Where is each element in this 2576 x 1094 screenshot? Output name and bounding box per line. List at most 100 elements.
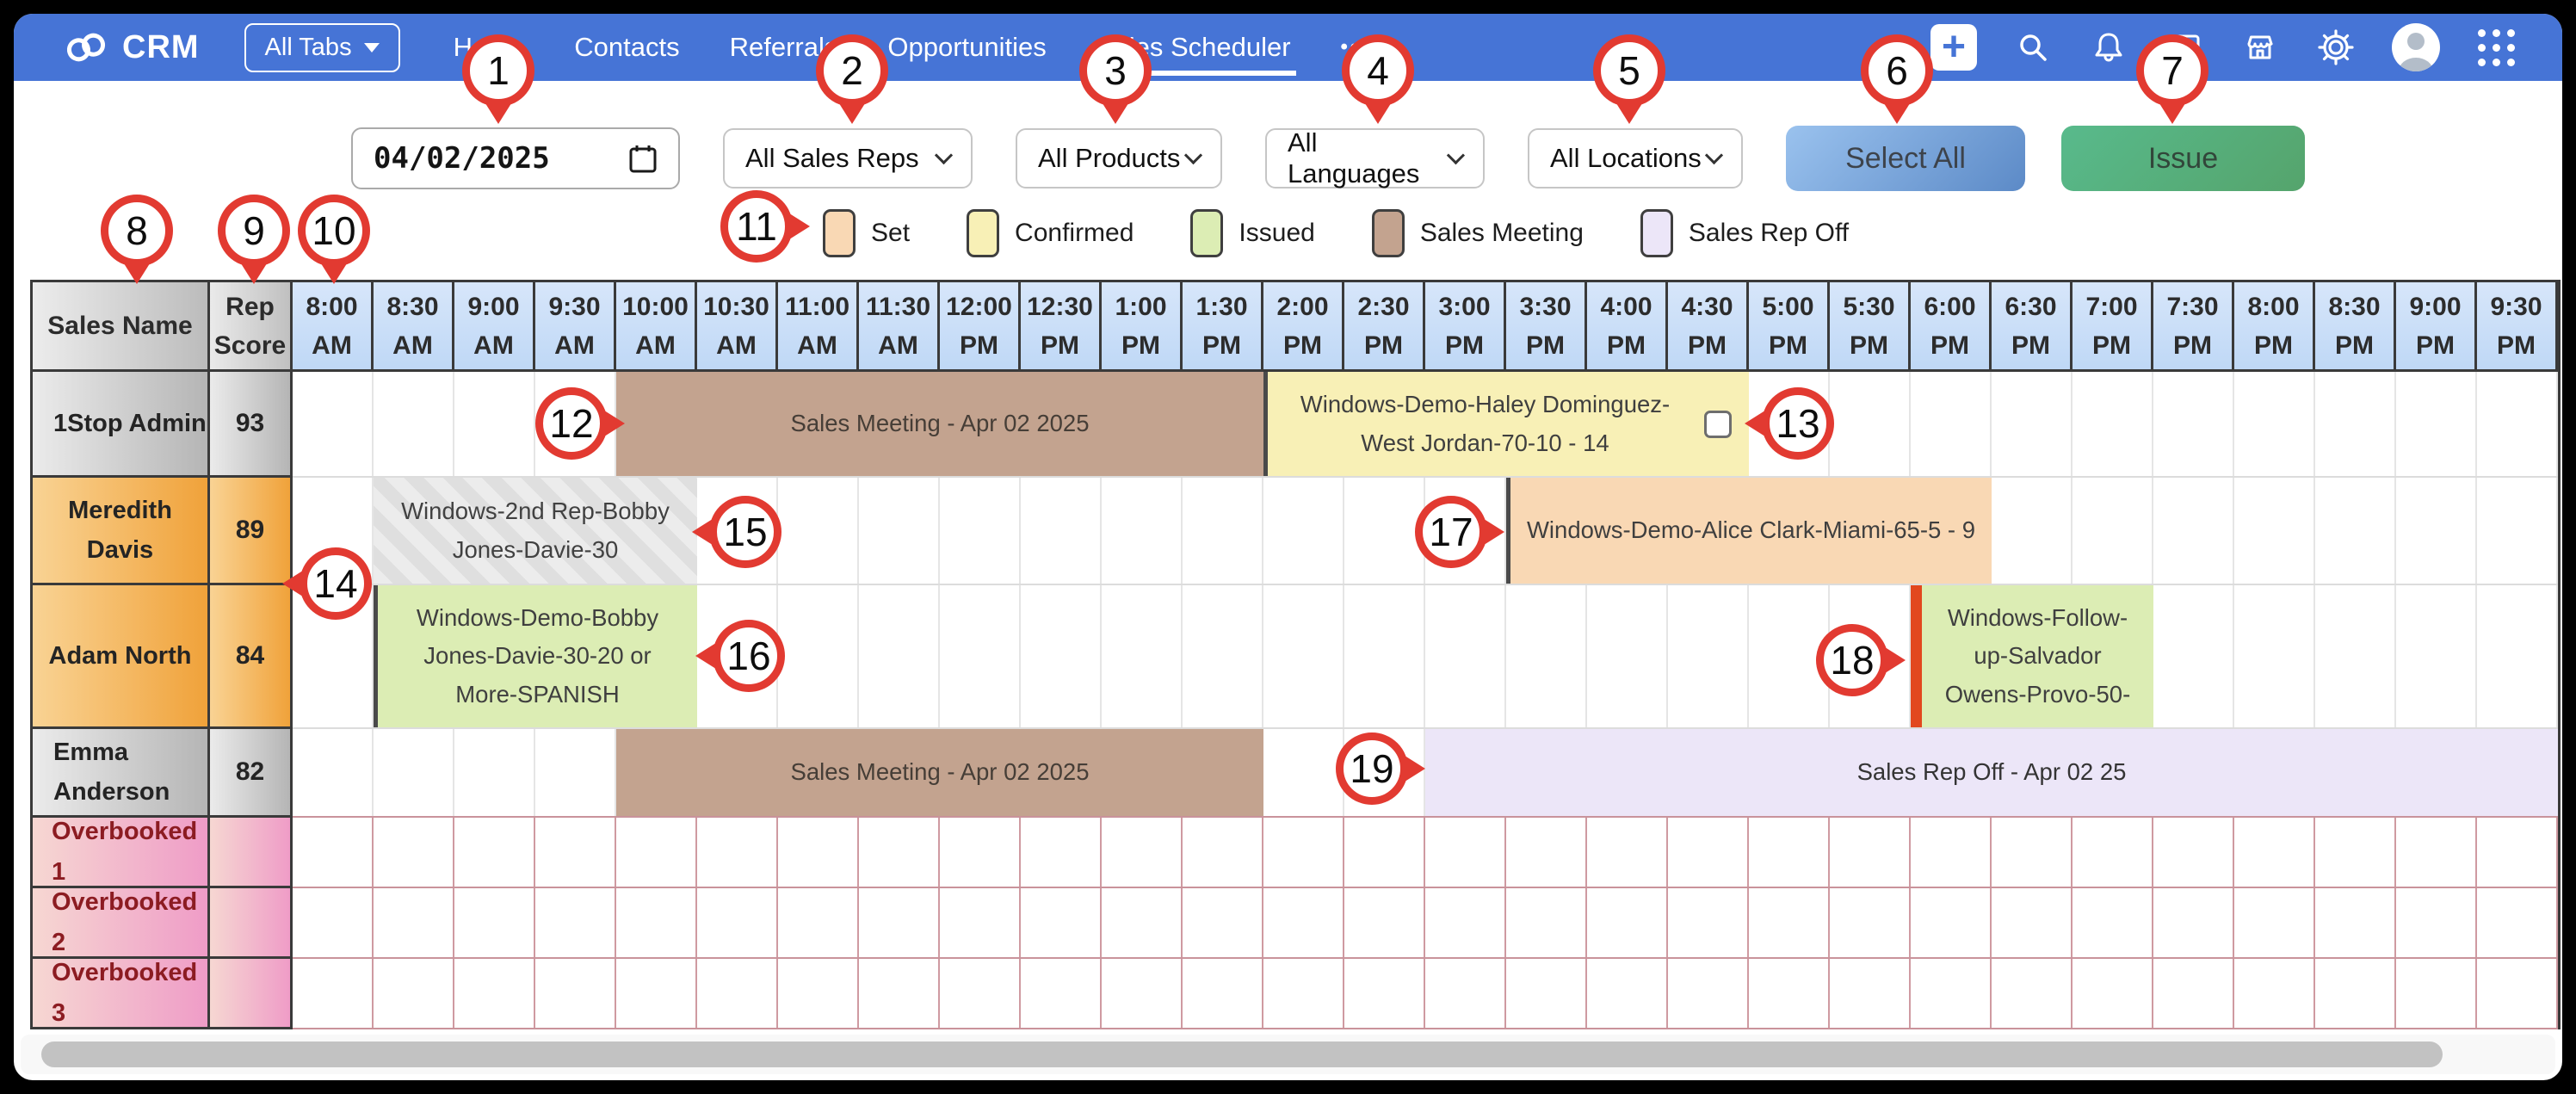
rep-off-block[interactable]: Sales Rep Off - Apr 02 25 [1425, 729, 2558, 816]
schedule-cell[interactable] [2477, 478, 2558, 584]
schedule-cell[interactable] [1587, 888, 1668, 957]
schedule-cell[interactable] [1344, 478, 1425, 584]
schedule-cell[interactable] [1587, 959, 1668, 1028]
sales-meeting-block[interactable]: Sales Meeting - Apr 02 2025 [616, 729, 1263, 816]
schedule-cell[interactable] [1668, 818, 1749, 887]
schedule-cell[interactable] [859, 818, 940, 887]
products-select[interactable]: All Products [1016, 128, 1222, 189]
issue-button[interactable]: Issue [2061, 126, 2305, 191]
schedule-cell[interactable] [2153, 478, 2234, 584]
schedule-cell[interactable] [293, 585, 374, 727]
schedule-cell[interactable] [454, 818, 535, 887]
schedule-cell[interactable] [2396, 478, 2477, 584]
all-tabs-dropdown[interactable]: All Tabs [244, 22, 400, 72]
schedule-cell[interactable] [1830, 959, 1911, 1028]
schedule-cell[interactable] [374, 959, 454, 1028]
schedule-cell[interactable] [535, 959, 616, 1028]
schedule-cell[interactable] [2315, 585, 2396, 727]
schedule-cell[interactable] [374, 729, 454, 816]
schedule-cell[interactable] [697, 818, 778, 887]
schedule-cell[interactable] [2477, 585, 2558, 727]
schedule-cell[interactable] [1587, 585, 1668, 727]
schedule-cell[interactable] [2073, 959, 2153, 1028]
schedule-cell[interactable] [1263, 585, 1344, 727]
schedule-cell[interactable] [1183, 818, 1263, 887]
schedule-cell[interactable] [2153, 959, 2234, 1028]
store-icon[interactable] [2240, 28, 2280, 67]
add-icon[interactable]: + [1930, 24, 1977, 71]
date-input[interactable]: 04/02/2025 [351, 127, 680, 189]
schedule-cell[interactable] [1992, 372, 2073, 476]
schedule-cell[interactable] [535, 729, 616, 816]
schedule-cell[interactable] [1506, 585, 1587, 727]
schedule-cell[interactable] [1992, 959, 2073, 1028]
schedule-cell[interactable] [2234, 372, 2315, 476]
schedule-cell[interactable] [1344, 818, 1425, 887]
schedule-cell[interactable] [1425, 818, 1506, 887]
schedule-cell[interactable] [1830, 585, 1911, 727]
schedule-cell[interactable] [778, 585, 859, 727]
locations-select[interactable]: All Locations [1528, 128, 1743, 189]
schedule-cell[interactable] [535, 818, 616, 887]
schedule-cell[interactable] [293, 729, 374, 816]
schedule-cell[interactable] [1102, 959, 1183, 1028]
schedule-cell[interactable] [1183, 585, 1263, 727]
nav-item-contacts[interactable]: Contacts [574, 32, 680, 62]
schedule-cell[interactable] [2234, 888, 2315, 957]
schedule-cell[interactable] [1183, 888, 1263, 957]
schedule-cell[interactable] [778, 818, 859, 887]
schedule-cell[interactable] [616, 959, 697, 1028]
schedule-cell[interactable] [1587, 818, 1668, 887]
schedule-cell[interactable] [1830, 818, 1911, 887]
schedule-cell[interactable] [1830, 888, 1911, 957]
schedule-cell[interactable] [2396, 959, 2477, 1028]
schedule-cell[interactable] [1021, 818, 1102, 887]
brand[interactable]: CRM [64, 29, 200, 66]
schedule-cell[interactable] [1830, 372, 1911, 476]
schedule-cell[interactable] [616, 888, 697, 957]
schedule-cell[interactable] [1911, 818, 1992, 887]
bell-icon[interactable] [2089, 28, 2128, 67]
schedule-cell[interactable] [859, 478, 940, 584]
schedule-cell[interactable] [2234, 478, 2315, 584]
schedule-cell[interactable] [697, 888, 778, 957]
schedule-cell[interactable] [1425, 959, 1506, 1028]
schedule-cell[interactable] [940, 818, 1021, 887]
schedule-cell[interactable] [535, 888, 616, 957]
appointment-checkbox[interactable] [1704, 410, 1732, 438]
schedule-cell[interactable] [1263, 818, 1344, 887]
schedule-cell[interactable] [1506, 888, 1587, 957]
schedule-cell[interactable] [2315, 959, 2396, 1028]
schedule-cell[interactable] [2477, 372, 2558, 476]
confirmed-block[interactable]: Windows-Demo-Haley Dominguez-West Jordan… [1263, 372, 1749, 476]
schedule-cell[interactable] [1021, 585, 1102, 727]
schedule-cell[interactable] [2477, 959, 2558, 1028]
avatar[interactable] [2392, 23, 2440, 71]
schedule-cell[interactable] [940, 585, 1021, 727]
schedule-cell[interactable] [2234, 959, 2315, 1028]
schedule-cell[interactable] [940, 959, 1021, 1028]
schedule-cell[interactable] [1506, 959, 1587, 1028]
schedule-cell[interactable] [1992, 478, 2073, 584]
search-icon[interactable] [2013, 28, 2053, 67]
schedule-cell[interactable] [1749, 959, 1830, 1028]
schedule-cell[interactable] [2153, 585, 2234, 727]
schedule-cell[interactable] [1749, 818, 1830, 887]
schedule-cell[interactable] [454, 729, 535, 816]
schedule-cell[interactable] [1425, 478, 1506, 584]
schedule-cell[interactable] [1263, 888, 1344, 957]
schedule-cell[interactable] [1911, 888, 1992, 957]
schedule-cell[interactable] [2073, 888, 2153, 957]
schedule-cell[interactable] [1911, 372, 1992, 476]
schedule-cell[interactable] [2073, 818, 2153, 887]
schedule-cell[interactable] [2234, 585, 2315, 727]
issued-block[interactable]: Windows-Demo-Bobby Jones-Davie-30-20 or … [374, 585, 697, 727]
horizontal-scrollbar[interactable] [21, 1035, 2555, 1074]
schedule-cell[interactable] [454, 888, 535, 957]
schedule-cell[interactable] [2477, 818, 2558, 887]
schedule-cell[interactable] [2315, 372, 2396, 476]
sales-meeting-block[interactable]: Sales Meeting - Apr 02 2025 [616, 372, 1263, 476]
schedule-cell[interactable] [940, 478, 1021, 584]
schedule-cell[interactable] [293, 888, 374, 957]
schedule-cell[interactable] [778, 888, 859, 957]
